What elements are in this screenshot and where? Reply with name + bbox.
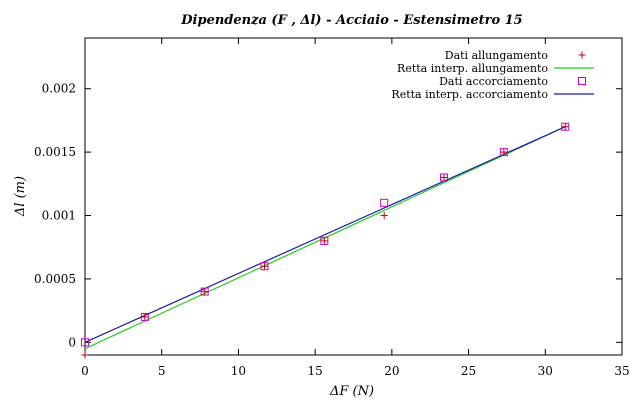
data-point-plus: [141, 313, 149, 321]
legend-label: Dati allungamento: [445, 49, 549, 62]
x-tick-label: 15: [308, 364, 323, 378]
data-point-square: [140, 312, 149, 321]
legend-label: Dati accorciamento: [439, 75, 548, 88]
data-point-square: [440, 173, 449, 182]
y-tick-label: 0.001: [42, 209, 76, 223]
data-point-plus: [81, 351, 89, 359]
y-axis-label: Δl (m): [13, 176, 28, 217]
data-point-square: [499, 148, 508, 157]
x-tick-label: 35: [614, 364, 629, 378]
x-axis: 0 5 10 15 20 25 30 35: [81, 38, 630, 378]
x-tick-label: 0: [81, 364, 89, 378]
chart-title: Dipendenza (F , Δl) - Acciaio - Estensim…: [180, 13, 522, 28]
data-point-square: [260, 262, 269, 271]
data-point-plus: [561, 123, 569, 131]
y-tick-label: 0.002: [42, 82, 76, 96]
series-layer: [81, 122, 570, 359]
data-point-square: [320, 236, 329, 245]
data-point-square: [561, 122, 570, 131]
y-tick-label: 0: [68, 335, 76, 349]
legend-marker-key: [578, 51, 586, 59]
data-point-square: [200, 287, 209, 296]
data-point-plus: [201, 288, 209, 296]
x-tick-label: 30: [538, 364, 553, 378]
plot-frame: [84, 37, 623, 356]
x-tick-label: 5: [158, 364, 166, 378]
data-point-plus: [320, 237, 328, 245]
data-point-plus: [380, 212, 388, 220]
legend-label: Retta interp. allungamento: [397, 62, 548, 75]
legend-marker-key: [578, 77, 586, 85]
x-tick-label: 20: [384, 364, 399, 378]
data-point-square: [81, 338, 89, 347]
y-axis: 0 0.0005 0.001 0.0015 0.002: [34, 82, 622, 349]
legend-label: Retta interp. accorciamento: [391, 88, 548, 101]
data-point-plus: [500, 148, 508, 156]
x-tick-label: 10: [231, 364, 246, 378]
data-point-plus: [440, 173, 448, 181]
y-tick-label: 0.0015: [34, 145, 76, 159]
x-axis-label: ΔF (N): [329, 384, 374, 399]
data-point-plus: [261, 262, 269, 270]
data-point-square: [380, 198, 389, 207]
x-tick-label: 25: [461, 364, 476, 378]
y-tick-label: 0.0005: [34, 272, 76, 286]
fit-line: [84, 126, 566, 343]
